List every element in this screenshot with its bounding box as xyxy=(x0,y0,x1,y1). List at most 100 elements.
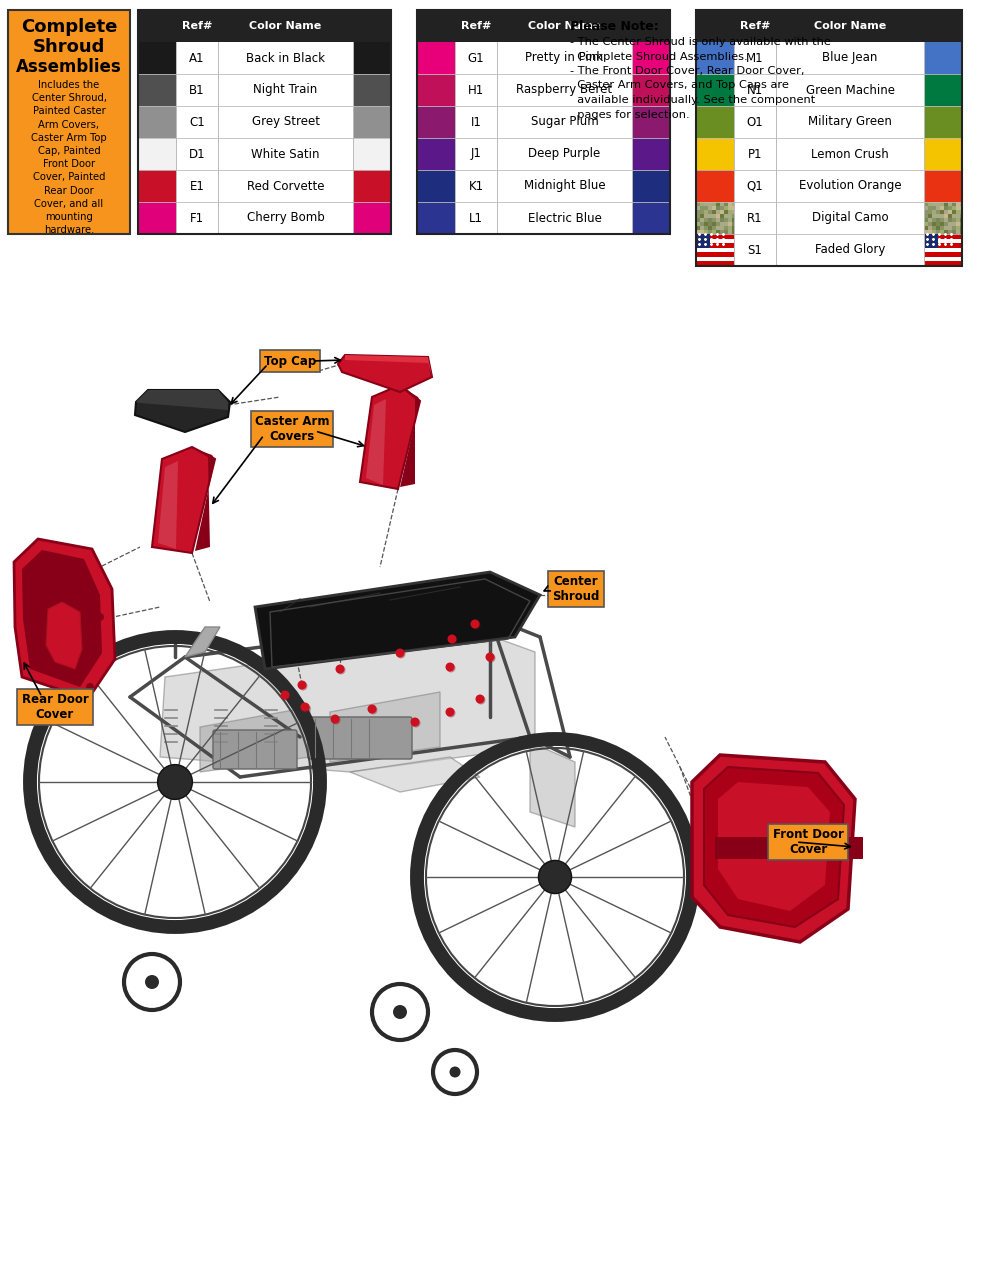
Bar xyxy=(696,218,700,222)
Bar xyxy=(952,210,956,214)
Text: Assemblies: Assemblies xyxy=(16,58,122,76)
Bar xyxy=(696,234,734,238)
Bar xyxy=(712,214,716,218)
Bar xyxy=(712,210,716,214)
Bar xyxy=(936,231,940,234)
Bar xyxy=(948,207,952,210)
Bar xyxy=(936,201,940,207)
Text: mounting: mounting xyxy=(45,212,93,222)
Bar xyxy=(696,138,734,170)
Bar xyxy=(956,218,960,222)
Circle shape xyxy=(393,1005,407,1019)
Bar xyxy=(924,234,962,238)
Text: Ref#: Ref# xyxy=(182,22,212,30)
Bar xyxy=(928,218,932,222)
Bar xyxy=(960,231,962,234)
Bar xyxy=(924,201,928,207)
Bar xyxy=(353,138,391,170)
Text: Shroud: Shroud xyxy=(33,38,105,56)
Text: Caster Arm
Covers: Caster Arm Covers xyxy=(255,416,329,443)
Bar xyxy=(700,226,704,231)
Polygon shape xyxy=(14,538,115,699)
Bar xyxy=(724,231,728,234)
Bar xyxy=(696,42,734,73)
Circle shape xyxy=(486,654,496,663)
Polygon shape xyxy=(185,627,220,658)
Bar xyxy=(924,218,928,222)
Bar xyxy=(138,138,391,170)
Polygon shape xyxy=(366,399,386,485)
Bar xyxy=(924,138,962,170)
Bar xyxy=(924,106,962,138)
Bar xyxy=(936,210,940,214)
Circle shape xyxy=(368,706,378,715)
Bar xyxy=(732,231,734,234)
Circle shape xyxy=(330,715,340,723)
Circle shape xyxy=(477,696,486,704)
Bar xyxy=(956,214,960,218)
Bar xyxy=(944,210,948,214)
Bar xyxy=(940,231,944,234)
Bar xyxy=(417,10,670,234)
Polygon shape xyxy=(718,782,830,911)
Polygon shape xyxy=(160,632,535,772)
Circle shape xyxy=(300,702,310,712)
Bar xyxy=(138,10,391,234)
Bar xyxy=(704,207,708,210)
Text: Evolution Orange: Evolution Orange xyxy=(799,180,901,193)
Bar xyxy=(716,218,720,222)
Bar xyxy=(696,261,734,266)
Text: B1: B1 xyxy=(189,84,205,96)
Bar xyxy=(708,207,712,210)
Bar xyxy=(932,210,936,214)
Bar xyxy=(696,226,700,231)
Bar xyxy=(696,210,700,214)
Bar xyxy=(960,210,962,214)
Text: Rear Door
Cover: Rear Door Cover xyxy=(22,693,88,721)
Bar xyxy=(632,170,670,201)
Text: P1: P1 xyxy=(748,147,762,161)
Polygon shape xyxy=(360,385,420,489)
Bar xyxy=(960,201,962,207)
Bar xyxy=(928,226,932,231)
Bar xyxy=(720,210,724,214)
Bar xyxy=(417,106,670,138)
Text: Electric Blue: Electric Blue xyxy=(528,212,601,224)
Bar xyxy=(932,214,936,218)
Bar xyxy=(696,42,962,73)
Polygon shape xyxy=(135,390,230,432)
Bar xyxy=(952,201,956,207)
Bar xyxy=(732,226,734,231)
Bar xyxy=(924,73,962,106)
Bar xyxy=(952,226,956,231)
Bar xyxy=(924,234,938,248)
Polygon shape xyxy=(158,461,178,549)
Bar xyxy=(704,201,708,207)
Bar xyxy=(732,214,734,218)
Text: Q1: Q1 xyxy=(747,180,763,193)
Bar xyxy=(696,10,962,42)
Bar xyxy=(956,210,960,214)
Bar xyxy=(138,10,391,42)
Text: R1: R1 xyxy=(747,212,763,224)
Bar xyxy=(632,138,670,170)
Bar xyxy=(732,201,734,207)
Text: Rear Door: Rear Door xyxy=(44,185,94,195)
Circle shape xyxy=(396,649,404,658)
Circle shape xyxy=(298,680,306,689)
Bar xyxy=(716,231,720,234)
Bar xyxy=(936,222,940,226)
Bar xyxy=(700,222,704,226)
Text: Raspberry Beret: Raspberry Beret xyxy=(516,84,613,96)
Bar xyxy=(724,207,728,210)
Text: Sugar Plum: Sugar Plum xyxy=(531,115,598,128)
Bar xyxy=(720,226,724,231)
Circle shape xyxy=(446,664,456,673)
Text: M1: M1 xyxy=(746,52,764,65)
Circle shape xyxy=(336,664,344,674)
Bar xyxy=(353,106,391,138)
Circle shape xyxy=(396,650,406,659)
Circle shape xyxy=(280,691,290,699)
Polygon shape xyxy=(398,385,420,487)
Circle shape xyxy=(448,635,456,644)
